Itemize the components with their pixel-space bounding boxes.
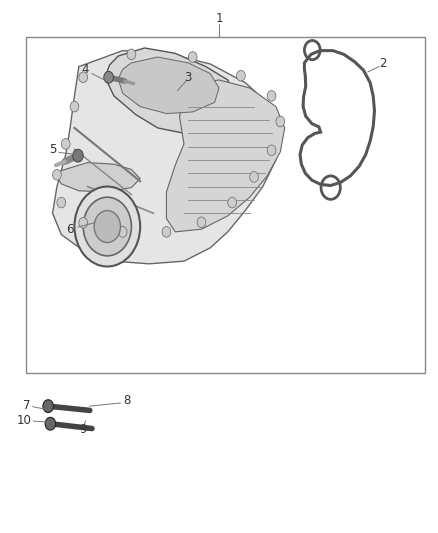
Circle shape — [53, 169, 61, 180]
Circle shape — [79, 217, 88, 228]
Polygon shape — [57, 163, 140, 192]
Polygon shape — [166, 80, 285, 232]
Text: 6: 6 — [66, 223, 74, 236]
Circle shape — [118, 227, 127, 237]
Circle shape — [104, 71, 113, 83]
Circle shape — [162, 227, 171, 237]
Text: 5: 5 — [49, 143, 56, 156]
Polygon shape — [53, 51, 280, 264]
Circle shape — [127, 49, 136, 60]
Polygon shape — [118, 57, 219, 114]
Text: 4: 4 — [81, 63, 89, 76]
Circle shape — [83, 197, 131, 256]
Circle shape — [237, 70, 245, 81]
Text: 7: 7 — [22, 399, 30, 411]
Text: 1: 1 — [215, 12, 223, 25]
Text: 10: 10 — [17, 414, 32, 426]
Circle shape — [73, 149, 83, 162]
Text: 3: 3 — [185, 71, 192, 84]
Circle shape — [45, 417, 56, 430]
Bar — [26, 37, 425, 373]
Circle shape — [267, 145, 276, 156]
Polygon shape — [105, 48, 237, 133]
Circle shape — [267, 91, 276, 101]
Text: 8: 8 — [124, 394, 131, 407]
Text: 2: 2 — [379, 58, 387, 70]
Circle shape — [188, 52, 197, 62]
Circle shape — [43, 400, 53, 413]
Circle shape — [276, 116, 285, 127]
Circle shape — [74, 187, 140, 266]
Text: 9: 9 — [79, 423, 87, 435]
Circle shape — [197, 217, 206, 228]
Circle shape — [94, 211, 120, 243]
Circle shape — [57, 197, 66, 208]
Circle shape — [61, 139, 70, 149]
Circle shape — [250, 172, 258, 182]
Circle shape — [70, 101, 79, 112]
Circle shape — [79, 72, 88, 83]
Circle shape — [228, 197, 237, 208]
